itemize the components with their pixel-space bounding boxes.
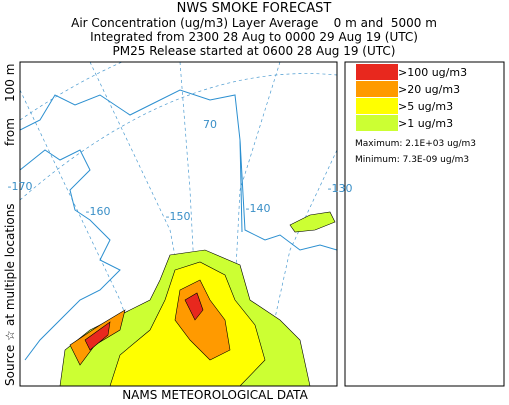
legend: >100 ug/m3 >20 ug/m3 >5 ug/m3 >1 ug/m3 [356, 64, 467, 131]
graticule [89, 62, 201, 386]
title: NWS SMOKE FORECAST [177, 1, 332, 16]
subtitle: Air Concentration (ug/m3) Layer Average … [71, 16, 437, 30]
side-text: Source ☆ [3, 330, 17, 386]
legend-label: >20 ug/m3 [398, 83, 460, 96]
legend-label: >5 ug/m3 [398, 100, 453, 113]
legend-swatch [356, 115, 398, 131]
map-labels: 70 -170 -160 -150 -140 -130 [8, 118, 353, 223]
map-label: -130 [328, 182, 353, 195]
stat: Minimum: 7.3E-09 ug/m3 [355, 155, 469, 165]
map-label: -140 [246, 202, 271, 215]
coastline [20, 89, 337, 251]
side-text: 100 m [3, 64, 17, 102]
map-label: -150 [166, 210, 191, 223]
smoke-area [84, 321, 111, 351]
subtitle: PM25 Release started at 0600 28 Aug 19 (… [113, 44, 396, 58]
legend-label: >1 ug/m3 [398, 117, 453, 130]
map-label: 70 [203, 118, 217, 131]
graticule [259, 149, 337, 386]
legend-swatch [356, 64, 398, 80]
graticule [20, 62, 123, 121]
footer: NAMS METEOROLOGICAL DATA [122, 388, 308, 401]
subtitle: Integrated from 2300 28 Aug to 0000 29 A… [90, 30, 418, 44]
border [239, 139, 243, 233]
map [20, 62, 337, 386]
side-text: from [3, 118, 17, 146]
legend-swatch [356, 81, 398, 97]
legend-frame [344, 61, 505, 387]
coastline [20, 149, 121, 361]
graticule [20, 73, 337, 201]
map-label: -170 [8, 180, 33, 193]
legend-label: >100 ug/m3 [398, 66, 467, 79]
map-frame [19, 61, 338, 387]
legend-swatch [356, 98, 398, 114]
side-label: Source ☆ at multiple locations from 100 … [3, 64, 17, 386]
side-text: at multiple locations [3, 203, 17, 326]
stat: Maximum: 2.1E+03 ug/m3 [355, 139, 476, 149]
smoke-area [184, 292, 204, 321]
map-label: -160 [86, 205, 111, 218]
smoke-area [289, 211, 336, 233]
